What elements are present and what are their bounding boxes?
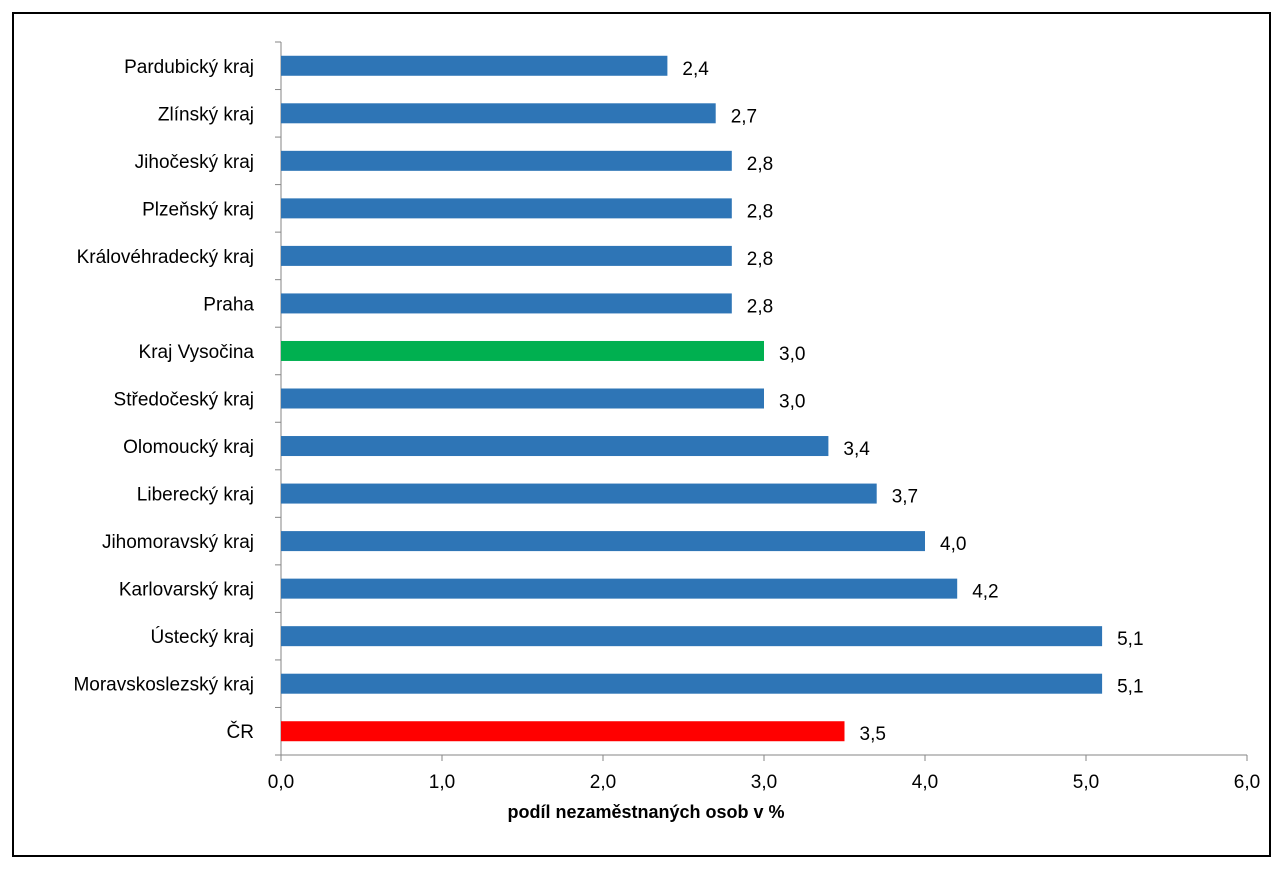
category-label: Středočeský kraj: [114, 390, 254, 411]
category-label: Jihočeský kraj: [135, 152, 254, 173]
bar: [281, 531, 925, 552]
x-tick-label: 0,0: [268, 772, 294, 793]
x-tick-label: 2,0: [590, 772, 616, 793]
data-label: 4,2: [972, 582, 998, 603]
category-label: Liberecký kraj: [137, 485, 254, 506]
x-tick-label: 4,0: [912, 772, 938, 793]
data-label: 5,1: [1117, 629, 1143, 650]
bar: [281, 340, 764, 361]
category-label: Ústecký kraj: [151, 626, 254, 648]
category-label: Moravskoslezský kraj: [73, 675, 254, 696]
data-label: 2,8: [747, 201, 773, 222]
data-label: 3,5: [860, 724, 886, 745]
bar: [281, 483, 877, 504]
data-label: 5,1: [1117, 677, 1143, 698]
data-label: 2,8: [747, 249, 773, 270]
bar: [281, 55, 668, 76]
data-label: 3,0: [779, 344, 805, 365]
x-tick-label: 3,0: [751, 772, 777, 793]
bar: [281, 245, 732, 266]
data-label: 2,8: [747, 296, 773, 317]
category-label: ČR: [227, 721, 254, 743]
x-tick-label: 5,0: [1073, 772, 1099, 793]
category-label: Královéhradecký kraj: [77, 247, 254, 268]
bar: [281, 673, 1103, 694]
bar: [281, 103, 716, 124]
x-tick-label: 6,0: [1234, 772, 1260, 793]
category-label: Jihomoravský kraj: [102, 532, 254, 553]
bar: [281, 388, 764, 409]
bar: [281, 293, 732, 314]
bar: [281, 626, 1103, 647]
bar: [281, 198, 732, 219]
x-tick-label: 1,0: [429, 772, 455, 793]
x-axis-title: podíl nezaměstnaných osob v %: [507, 802, 784, 822]
data-label: 2,7: [731, 106, 757, 127]
data-label: 2,4: [682, 59, 709, 80]
category-label: Zlínský kraj: [158, 104, 254, 125]
data-label: 3,0: [779, 392, 805, 413]
data-label: 2,8: [747, 154, 773, 175]
data-label: 4,0: [940, 534, 966, 555]
data-label: 3,7: [892, 487, 918, 508]
bar: [281, 721, 845, 742]
category-label: Olomoucký kraj: [123, 437, 254, 458]
bar: [281, 578, 958, 599]
category-label: Kraj Vysočina: [139, 342, 255, 363]
bar: [281, 436, 829, 457]
bar: [281, 150, 732, 171]
category-label: Plzeňský kraj: [142, 199, 254, 220]
category-label: Karlovarský kraj: [119, 580, 254, 601]
data-label: 3,4: [843, 439, 870, 460]
category-label: Pardubický kraj: [124, 57, 254, 78]
category-label: Praha: [203, 294, 254, 315]
